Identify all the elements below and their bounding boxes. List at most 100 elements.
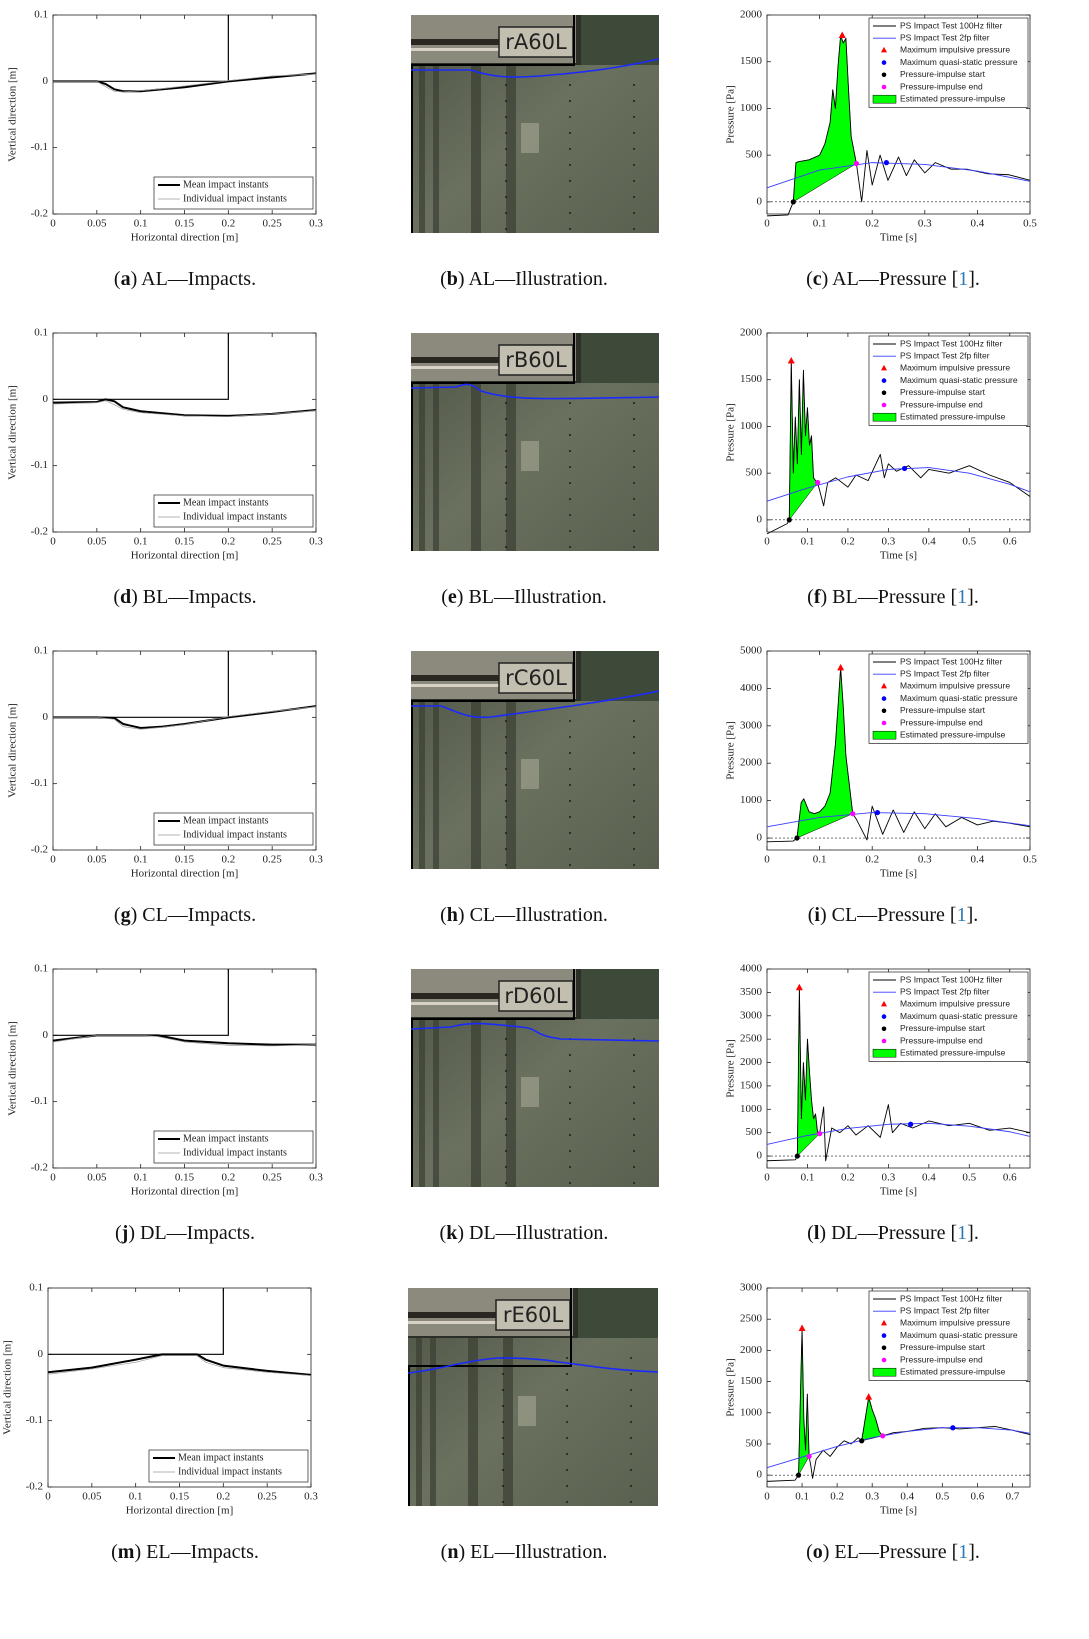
x-tick-label: 0.05	[87, 854, 107, 866]
photo-dot	[633, 832, 635, 834]
peak-marker	[795, 983, 803, 991]
photo-dot	[569, 816, 571, 818]
photo-label: rC60L	[505, 666, 567, 690]
point-marker	[817, 1131, 823, 1137]
x-tick-label: 0	[764, 1172, 770, 1184]
caption-part: ].	[968, 1541, 980, 1563]
caption: (l) DL—Pressure [1].	[807, 1222, 979, 1244]
y-tick-label: 4000	[740, 963, 763, 975]
photo-dot	[633, 164, 635, 166]
chart: 0 500 1000 1500 2000 0 0.1 0.2 0.3 0.4 0.5 Time [s]…	[725, 9, 1038, 244]
y-tick-label: 1500	[740, 373, 763, 385]
legend-box	[153, 494, 314, 528]
photo-dot	[633, 1054, 635, 1056]
photo-dot	[569, 530, 571, 532]
photo-dot	[566, 1421, 568, 1423]
caption: (c) AL—Pressure [1].	[806, 268, 980, 290]
photo-cylinder	[521, 1077, 539, 1107]
photo-dot	[505, 1086, 507, 1088]
legend-label: Maximum impulsive pressure	[900, 681, 1010, 691]
series-line	[53, 73, 317, 93]
y-axis-label: Vertical direction [m]	[7, 703, 19, 798]
photo-dot	[566, 1453, 568, 1455]
caption-part: ) DL—Impacts.	[128, 1222, 255, 1244]
photo-stripe	[408, 1312, 498, 1318]
photo-dot	[569, 1166, 571, 1168]
photo-post	[419, 383, 425, 551]
x-tick-label: 0.05	[87, 218, 107, 230]
y-tick-label: 0	[757, 1150, 763, 1162]
x-tick-label: 0.3	[309, 1172, 323, 1184]
legend-label: Mean impact instants	[183, 1133, 269, 1144]
photo-dot	[505, 1038, 507, 1040]
structure	[411, 969, 575, 1187]
photo-dot	[505, 228, 507, 230]
caption-part: (	[808, 904, 815, 926]
photo-dot	[633, 466, 635, 468]
photo-right	[581, 333, 659, 383]
y-tick-label: 2500	[740, 1033, 763, 1045]
legend-swatch	[881, 46, 887, 53]
series-line	[766, 1328, 1031, 1482]
series-line	[766, 987, 1031, 1162]
legend-swatch	[872, 412, 897, 422]
chart: 0 500 1000 1500 2000 2500 3000 3500 4000 0 0.1 0.2 0…	[725, 963, 1031, 1198]
photo-cylinder	[518, 1396, 536, 1426]
x-tick-label: 0.3	[309, 536, 323, 548]
structure	[408, 1288, 572, 1506]
caption-part: 1	[957, 1222, 967, 1244]
chart: 0 500 1000 1500 2000 0 0.1 0.2 0.3 0.4 0.5 0.6 Time …	[725, 327, 1031, 562]
photo-post	[430, 1338, 436, 1506]
photo-label: rE60L	[503, 1303, 564, 1327]
x-axis-label: Time [s]	[880, 868, 917, 880]
caption-part: g	[121, 904, 131, 926]
photo-dot	[505, 530, 507, 532]
legend-label: PS Impact Test 100Hz filter	[900, 974, 1003, 984]
legend-label: PS Impact Test 2fp filter	[900, 668, 990, 678]
photo-dot	[633, 1086, 635, 1088]
y-tick-label: 4000	[740, 682, 763, 694]
photo-post	[506, 1019, 516, 1187]
series-line	[52, 1034, 316, 1046]
caption-part: (	[114, 904, 121, 926]
photo-stripe	[411, 357, 501, 363]
illustration: rA60L	[411, 15, 660, 233]
point-marker	[794, 835, 800, 841]
photo-dot	[502, 1389, 504, 1391]
series-line	[52, 1034, 317, 1047]
chart: -0.2 -0.1 0 0.1 0 0.05 0.1 0.15 0.2 0.25 0.3 Horizo…	[7, 645, 324, 880]
photo-dot	[633, 1118, 635, 1120]
caption-part: ) CL—Impacts.	[131, 904, 257, 926]
photo-dot	[566, 1357, 568, 1359]
x-tick-label: 0.1	[801, 536, 815, 548]
x-tick-label: 0	[50, 536, 56, 548]
photo-dot	[569, 402, 571, 404]
legend-box	[868, 17, 1029, 108]
legend-label: Pressure-impulse end	[900, 717, 983, 727]
photo-post	[503, 1338, 513, 1506]
photo-dot	[633, 228, 635, 230]
peak-marker	[798, 1324, 806, 1332]
legend-label: Maximum impulsive pressure	[900, 363, 1010, 373]
caption-part: b	[447, 268, 458, 290]
y-tick-label: 2000	[740, 1056, 763, 1068]
y-tick-label: 3000	[740, 1282, 763, 1294]
legend-label: Individual impact instants	[183, 829, 287, 840]
x-tick-label: 0.1	[134, 536, 148, 548]
series-line	[766, 35, 1031, 217]
photo-dot	[505, 132, 507, 134]
point-marker	[853, 160, 860, 167]
photo-dot	[502, 1421, 504, 1423]
legend-swatch	[881, 378, 887, 383]
y-axis-label: Vertical direction [m]	[7, 1021, 19, 1116]
caption-part: (	[440, 268, 447, 290]
structure	[411, 651, 575, 869]
photo-dot	[505, 100, 507, 102]
x-tick-label: 0.2	[841, 536, 855, 548]
caption-part: (	[113, 586, 120, 608]
photo-dot	[502, 1453, 504, 1455]
caption-part: ) CL—Pressure [	[820, 904, 957, 926]
photo-dot	[505, 116, 507, 118]
photo-dot	[505, 1070, 507, 1072]
x-axis-label: Time [s]	[880, 1505, 917, 1517]
